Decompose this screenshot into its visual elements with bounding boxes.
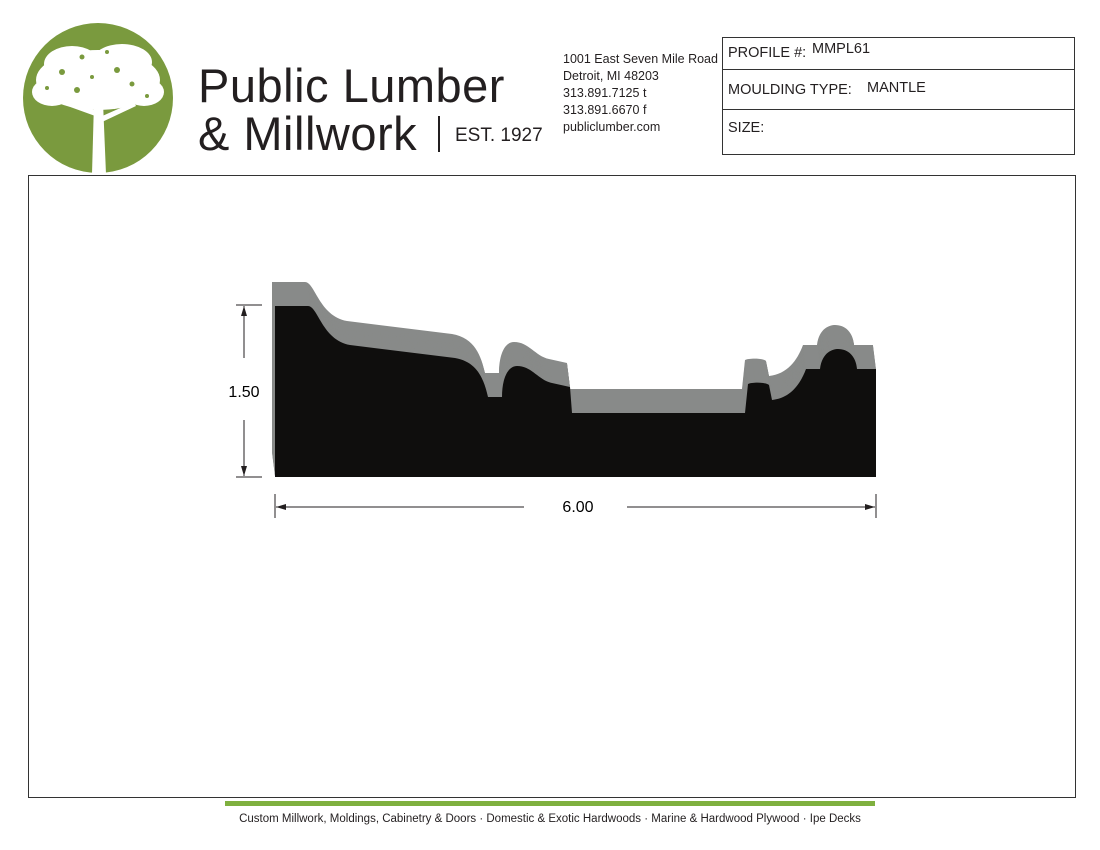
street: 1001 East Seven Mile Road [563,52,718,66]
established: EST. 1927 [455,125,543,146]
company-name-line2: & Millwork [198,107,418,160]
size-label: SIZE: [728,120,765,136]
size-row: SIZE: [723,110,1074,154]
type-label: MOULDING TYPE: [728,82,852,98]
phone: 313.891.7125 t [563,86,647,100]
profile-value: MMPL61 [812,41,871,57]
fax: 313.891.6670 f [563,103,647,117]
type-row: MOULDING TYPE: MANTLE [723,70,1074,110]
height-dimension: 1.50 [228,384,259,401]
type-value: MANTLE [867,80,926,96]
company-name-line1: Public Lumber [198,59,505,112]
profile-row: PROFILE #: MMPL61 [723,38,1074,70]
info-box: PROFILE #: MMPL61 MOULDING TYPE: MANTLE … [722,37,1075,155]
profile-label: PROFILE #: [728,45,807,61]
tree-logo [23,23,173,174]
footer-tagline: Custom Millwork, Moldings, Cabinetry & D… [239,813,861,825]
address-block: 1001 East Seven Mile Road Detroit, MI 48… [563,51,718,136]
city: Detroit, MI 48203 [563,69,659,83]
website: publiclumber.com [563,120,661,134]
width-dimension: 6.00 [562,499,593,516]
divider [438,116,440,152]
profile-front-face [275,306,876,477]
footer-bar [225,801,875,806]
drawing-frame [28,175,1076,798]
